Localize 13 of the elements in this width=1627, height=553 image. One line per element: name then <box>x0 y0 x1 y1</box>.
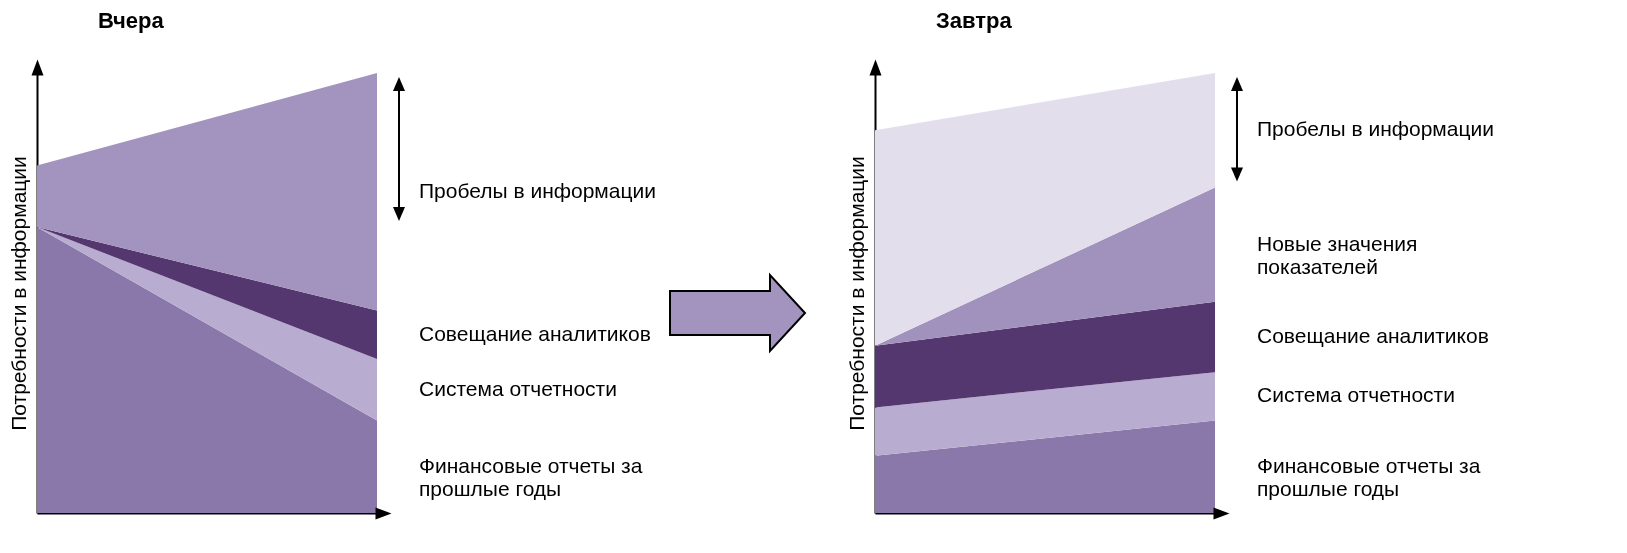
y-axis-title: Потребности в информации <box>844 156 868 431</box>
series-label: Новые значения показателей <box>1257 231 1418 278</box>
series-label: Система отчетности <box>1257 383 1455 407</box>
series-label: Пробелы в информации <box>1257 117 1494 141</box>
series-label: Совещание аналитиков <box>1257 324 1489 347</box>
series-label: Система отчетности <box>419 376 617 400</box>
y-axis-title: Потребности в информации <box>6 156 30 431</box>
series-label: Финансовые отчеты за прошлые годы <box>419 453 643 500</box>
chart-title: Вчера <box>98 8 165 33</box>
series-label: Пробелы в информации <box>419 178 656 202</box>
series-label: Совещание аналитиков <box>419 321 651 345</box>
series-label: Финансовые отчеты за прошлые годы <box>1257 453 1481 500</box>
chart-title: Завтра <box>936 8 1013 33</box>
